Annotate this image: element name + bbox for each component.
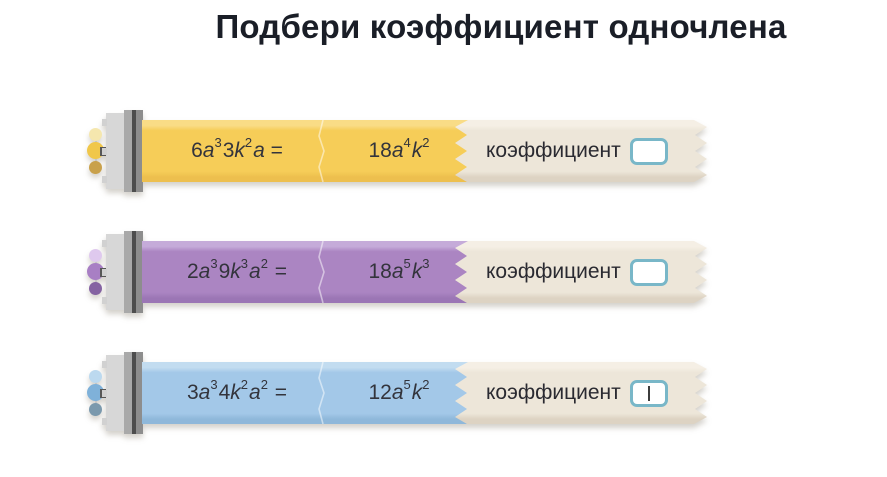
coefficient-input[interactable]	[629, 379, 668, 407]
coefficient-label: коэффициент	[486, 139, 621, 162]
text-caret	[647, 385, 650, 401]
segment-divider	[318, 362, 325, 424]
holder-plate	[102, 113, 124, 189]
coefficient-label: коэффициент	[486, 381, 621, 404]
plate-notch	[102, 297, 107, 304]
pencil-body	[142, 120, 472, 182]
plate-notch	[102, 390, 107, 397]
coefficient-input[interactable]	[629, 258, 668, 286]
molecule-dot-middle	[87, 263, 104, 280]
molecule-dot-middle	[87, 384, 104, 401]
molecule-dot-top	[89, 128, 102, 141]
plate-notch	[102, 176, 107, 183]
molecule-dot-top	[89, 370, 102, 383]
expression-right: 18 a 5 k 3	[368, 255, 430, 284]
molecule-dot-bottom	[89, 403, 102, 416]
coefficient-input-wrap	[629, 137, 668, 165]
answer-section: коэффициент	[455, 362, 707, 424]
answer-section: коэффициент	[455, 241, 707, 303]
coefficient-input-wrap	[629, 258, 668, 286]
coefficient-input[interactable]	[629, 137, 668, 165]
molecule-dot-top	[89, 249, 102, 262]
plate-notch	[102, 418, 107, 425]
coefficient-input-wrap	[629, 379, 668, 407]
expression-right: 18 a 4 k 2	[368, 134, 430, 163]
pencil-body	[142, 362, 472, 424]
coefficient-label: коэффициент	[486, 260, 621, 283]
pencil-body	[142, 241, 472, 303]
holder-plate	[102, 355, 124, 431]
plate-notch	[102, 361, 107, 368]
plate-notch	[102, 148, 107, 155]
molecule-dot-bottom	[89, 282, 102, 295]
holder-plate	[102, 234, 124, 310]
segment-divider	[318, 120, 325, 182]
plate-notch	[102, 119, 107, 126]
molecule-dot-middle	[87, 142, 104, 159]
page-title: Подбери коэффициент одночлена	[215, 8, 787, 45]
holder-clamp	[124, 352, 143, 434]
molecule-dot-bottom	[89, 161, 102, 174]
holder-clamp	[124, 231, 143, 313]
segment-divider	[318, 241, 325, 303]
plate-notch	[102, 240, 107, 247]
holder-clamp	[124, 110, 143, 192]
expression-right: 12 a 5 k 2	[368, 376, 430, 405]
plate-notch	[102, 269, 107, 276]
answer-section: коэффициент	[455, 120, 707, 182]
